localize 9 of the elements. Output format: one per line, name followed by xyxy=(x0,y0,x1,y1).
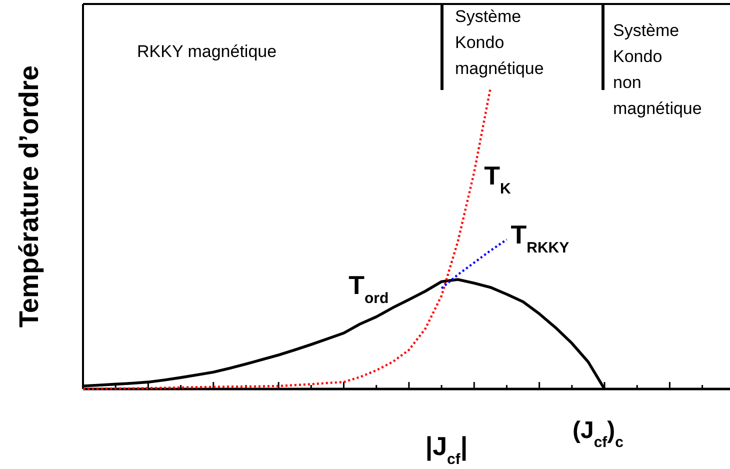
series-label: T$_{K}$ xyxy=(484,160,512,197)
series-label: T$_{RKKY}$ xyxy=(510,220,570,256)
text: (J$_{cf}$)$_{c}$ xyxy=(572,417,624,450)
y-axis-title: Température d’ordre xyxy=(14,65,44,328)
annotation: Système Kondo non magnétique xyxy=(613,21,702,118)
x-axis-title: |J$_{cf}$| xyxy=(425,431,468,468)
text: RKKY magnétique xyxy=(137,42,277,61)
series-label: T$_{ord}$ xyxy=(348,270,389,306)
text: Système Kondo magnétique xyxy=(455,7,544,78)
